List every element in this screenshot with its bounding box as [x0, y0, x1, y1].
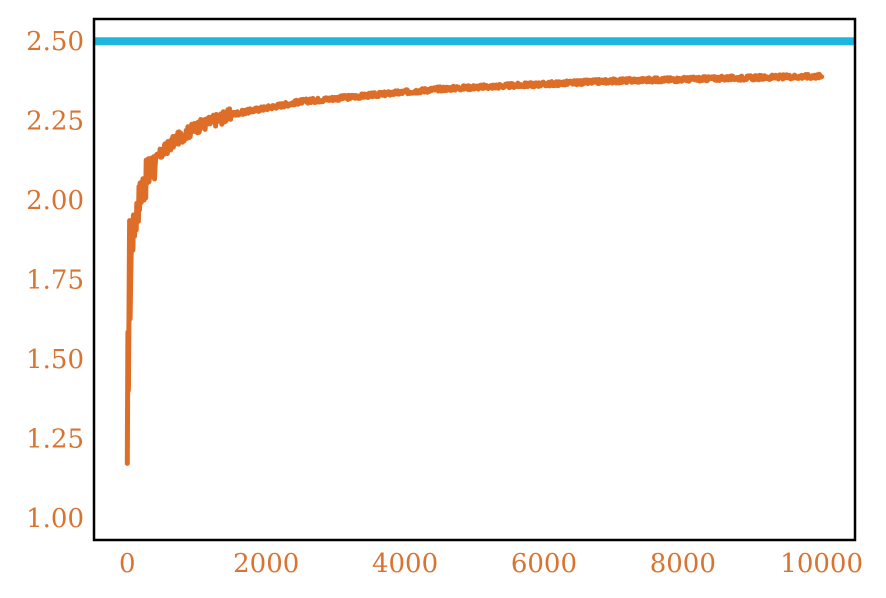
x-tick-label: 4000 [372, 549, 438, 579]
axis-labels: 0 2000 4000 6000 8000 10000 1.00 1.25 1.50 1.75 2.… [26, 27, 863, 579]
y-tick-label: 1.25 [26, 424, 84, 454]
plot-frame [92, 17, 857, 542]
y-tick-label: 1.50 [26, 345, 84, 375]
x-tick-label: 0 [119, 549, 136, 579]
y-tick-label: 2.00 [26, 186, 84, 216]
plot-area [95, 37, 854, 466]
series-line-noisy [124, 71, 825, 466]
y-tick-label: 2.25 [26, 107, 84, 137]
y-tick-label: 2.50 [26, 27, 84, 57]
x-tick-label: 2000 [233, 549, 299, 579]
x-tick-label: 8000 [650, 549, 716, 579]
y-tick-label: 1.00 [26, 504, 84, 534]
x-tick-label: 10000 [780, 549, 863, 579]
x-tick-label: 6000 [511, 549, 577, 579]
y-tick-label: 1.75 [26, 266, 84, 296]
